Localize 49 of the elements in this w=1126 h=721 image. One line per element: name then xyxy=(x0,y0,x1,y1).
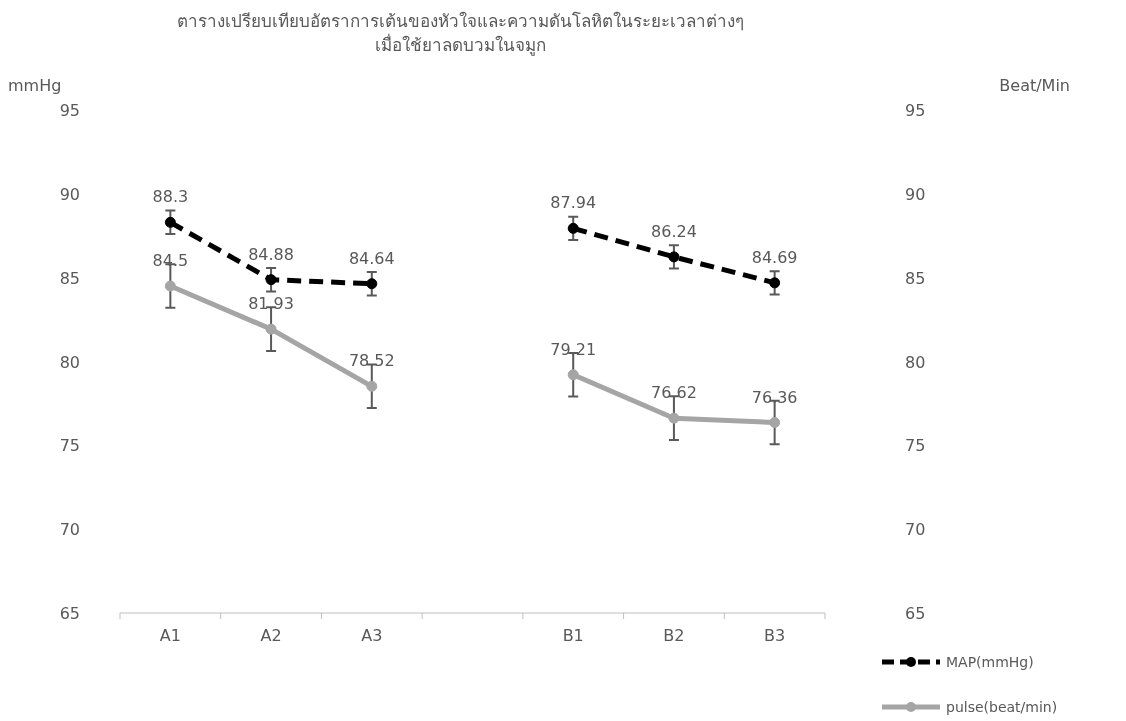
x-tick-label: B2 xyxy=(663,626,685,645)
legend-label: MAP(mmHg) xyxy=(946,654,1034,670)
y2-tick-label: 85 xyxy=(905,268,926,288)
y2-tick-label: 75 xyxy=(905,436,926,456)
y2-axis-title: Beat/Min xyxy=(999,76,1070,95)
point xyxy=(769,277,781,289)
data-label: 88.3 xyxy=(152,187,189,207)
data-label: 78.52 xyxy=(348,351,395,371)
x-tick-label: A1 xyxy=(159,626,181,645)
y-tick-label: 65 xyxy=(59,604,80,623)
data-label: 84.5 xyxy=(152,251,189,271)
y-tick-label: 85 xyxy=(59,268,80,288)
point xyxy=(769,417,781,429)
point xyxy=(366,380,378,392)
point xyxy=(164,216,176,228)
point xyxy=(265,323,277,335)
point xyxy=(567,369,579,381)
y-tick-label: 75 xyxy=(59,436,80,456)
data-label: 84.64 xyxy=(348,248,395,268)
y-tick-label: 90 xyxy=(59,184,80,204)
y-tick-label: 95 xyxy=(59,101,80,120)
data-label: 76.36 xyxy=(751,387,798,407)
legend-label: pulse(beat/min) xyxy=(946,699,1058,715)
x-tick-label: B3 xyxy=(764,626,786,645)
point xyxy=(265,274,277,286)
y2-tick-label: 80 xyxy=(905,352,926,372)
point xyxy=(366,278,378,290)
y-tick-label: 70 xyxy=(59,520,80,540)
y-axis-title: mmHg xyxy=(8,76,62,95)
data-label: 79.21 xyxy=(550,339,597,359)
y2-tick-label: 95 xyxy=(905,101,926,120)
data-label: 87.94 xyxy=(550,193,597,213)
data-label: 76.62 xyxy=(651,383,697,403)
chart-title: ตารางเปรียบเทียบอัตราการเต้นของหัวใจและความดันโลหิตในระยะเวลาต่างๆ เมื่อใช้ยาลดบวมในจมูก xyxy=(176,11,744,56)
y2-tick-label: 90 xyxy=(905,184,926,204)
x-tick-label: A3 xyxy=(361,626,383,645)
y2-tick-label: 70 xyxy=(905,520,926,540)
data-label: 84.69 xyxy=(751,247,798,267)
x-tick-label: A2 xyxy=(260,626,282,645)
x-tick-label: B1 xyxy=(562,626,584,645)
data-label: 84.88 xyxy=(248,244,294,264)
data-label: 81.93 xyxy=(248,294,294,314)
y2-tick-label: 65 xyxy=(905,604,926,623)
data-label: 86.24 xyxy=(651,221,697,241)
point xyxy=(668,251,680,263)
point xyxy=(668,412,680,424)
y-tick-label: 80 xyxy=(59,352,80,372)
point xyxy=(567,222,579,234)
point xyxy=(164,280,176,292)
